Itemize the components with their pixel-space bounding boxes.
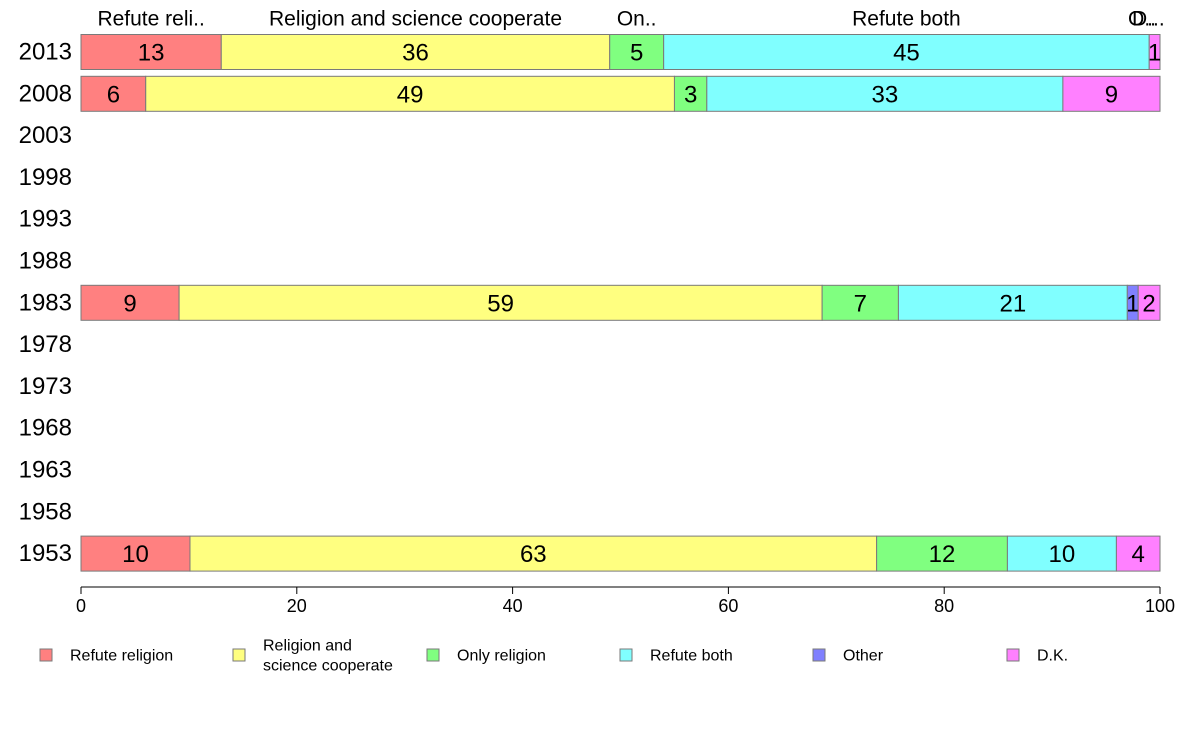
bar-value-label-2013-3: 45 bbox=[893, 40, 920, 67]
year-label-2003: 2003 bbox=[19, 122, 72, 149]
bar-segment-1953-2 bbox=[876, 535, 1008, 572]
bar-value-label-2013-1: 36 bbox=[402, 40, 429, 67]
x-tick-label-60: 60 bbox=[718, 596, 738, 616]
legend-label-3-0: Refute both bbox=[650, 648, 733, 665]
year-label-2008: 2008 bbox=[19, 80, 72, 107]
legend-label-2-0: Only religion bbox=[457, 648, 546, 665]
year-label-1988: 1988 bbox=[19, 248, 72, 275]
bar-segment-2008-1 bbox=[145, 75, 675, 112]
year-label-1963: 1963 bbox=[19, 457, 72, 484]
bar-segment-1983-5 bbox=[1137, 284, 1161, 321]
top-label-4: O.. bbox=[1128, 8, 1156, 31]
x-tick-label-40: 40 bbox=[503, 596, 523, 616]
legend-label-1-1: science cooperate bbox=[263, 658, 393, 675]
bar-value-label-1953-0: 10 bbox=[122, 541, 149, 568]
bar-segment-1953-1 bbox=[189, 535, 878, 572]
bar-value-label-2008-1: 49 bbox=[397, 81, 424, 108]
top-label-1: Religion and science cooperate bbox=[269, 8, 562, 31]
bar-value-label-2013-0: 13 bbox=[138, 40, 165, 67]
legend-swatch-2 bbox=[426, 648, 440, 662]
legend-label-1-0: Religion and bbox=[263, 638, 352, 655]
bar-value-label-2013-2: 5 bbox=[630, 40, 643, 67]
bar-value-label-2008-3: 33 bbox=[872, 81, 899, 108]
legend-swatch-5 bbox=[1006, 648, 1020, 662]
legend-label-0-0: Refute religion bbox=[70, 648, 173, 665]
legend-swatch-4 bbox=[812, 648, 826, 662]
top-label-5: D... bbox=[1132, 8, 1165, 31]
year-label-1968: 1968 bbox=[19, 415, 72, 442]
year-labels: 2013 2008 2003 1998 1993 1988 1983 1978 1973 1968… bbox=[19, 39, 72, 568]
bar-segment-2013-5 bbox=[1148, 34, 1161, 70]
x-tick-label-80: 80 bbox=[934, 596, 954, 616]
year-label-1953: 1953 bbox=[19, 540, 72, 567]
bar-segment-2008-3 bbox=[706, 75, 1064, 112]
top-label-0: Refute reli.. bbox=[97, 8, 204, 31]
bar-value-label-1983-5: 2 bbox=[1142, 290, 1155, 317]
bar-value-label-1983-0: 9 bbox=[123, 290, 136, 317]
year-label-1993: 1993 bbox=[19, 206, 72, 233]
x-axis: 0 20 40 60 80 100 bbox=[76, 586, 1175, 616]
year-label-1998: 1998 bbox=[19, 164, 72, 191]
top-label-2: On.. bbox=[617, 8, 657, 31]
bar-segment-1953-0 bbox=[80, 535, 191, 572]
bar-value-label-1953-1: 63 bbox=[520, 541, 547, 568]
bar-value-label-2008-5: 9 bbox=[1105, 81, 1118, 108]
bar-segment-1953-3 bbox=[1006, 535, 1117, 572]
x-tick-label-20: 20 bbox=[287, 596, 307, 616]
bar-segment-2008-5 bbox=[1062, 75, 1161, 112]
top-labels: Refute reli.. Religion and science cooper… bbox=[97, 8, 1164, 31]
bar-value-label-1953-5: 4 bbox=[1132, 541, 1145, 568]
x-tick-label-0: 0 bbox=[76, 596, 86, 616]
bar-value-label-2008-2: 3 bbox=[684, 81, 697, 108]
year-label-1973: 1973 bbox=[19, 373, 72, 400]
bar-value-label-1983-4: 1 bbox=[1126, 290, 1139, 317]
bar-value-label-1983-2: 7 bbox=[854, 290, 867, 317]
year-label-1958: 1958 bbox=[19, 498, 72, 525]
bar-segment-2008-2 bbox=[673, 75, 708, 112]
top-label-3: Refute both bbox=[852, 8, 961, 31]
bar-segment-1983-1 bbox=[178, 284, 823, 321]
legend: Refute religion Religion and science coope… bbox=[39, 638, 1068, 675]
bar-segment-2013-1 bbox=[220, 34, 611, 70]
year-label-1983: 1983 bbox=[19, 289, 72, 316]
bar-value-label-2008-0: 6 bbox=[107, 81, 120, 108]
legend-swatch-1 bbox=[232, 648, 246, 662]
bar-segment-2008-0 bbox=[80, 75, 147, 112]
bar-segment-1953-5 bbox=[1115, 535, 1161, 572]
bar-value-label-1953-3: 10 bbox=[1049, 541, 1076, 568]
legend-label-5-0: D.K. bbox=[1037, 648, 1068, 665]
bar-value-label-1953-2: 12 bbox=[929, 541, 956, 568]
legend-swatch-3 bbox=[619, 648, 633, 662]
bar-segment-1983-2 bbox=[821, 284, 899, 321]
bar-value-label-2013-5: 1 bbox=[1148, 40, 1161, 67]
bar-value-label-1983-3: 21 bbox=[1000, 290, 1027, 317]
year-label-2013: 2013 bbox=[19, 39, 72, 66]
legend-swatch-0 bbox=[39, 648, 53, 662]
bars: 13 36 5 45 16 49 3 33 99 59 7 21 1 210 63 12 10 4 bbox=[80, 34, 1161, 572]
year-label-1978: 1978 bbox=[19, 331, 72, 358]
bar-value-label-1983-1: 59 bbox=[487, 290, 514, 317]
legend-label-4-0: Other bbox=[843, 648, 884, 665]
x-tick-label-100: 100 bbox=[1145, 596, 1175, 616]
bar-segment-1983-3 bbox=[897, 284, 1128, 321]
